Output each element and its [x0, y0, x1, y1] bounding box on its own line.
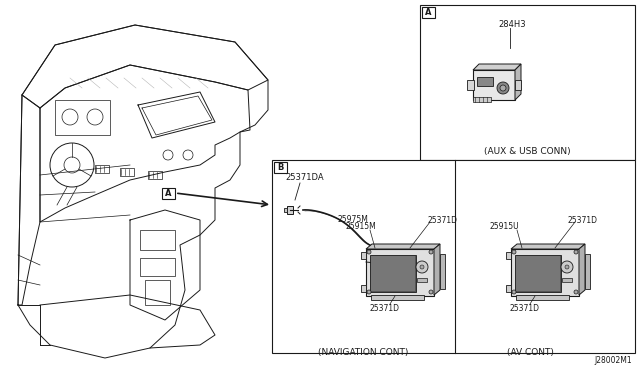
Circle shape [574, 290, 578, 294]
Bar [95, 165, 109, 173]
Circle shape [565, 265, 569, 269]
Circle shape [512, 290, 516, 294]
Bar [287, 206, 293, 214]
Bar [274, 162, 287, 173]
Polygon shape [473, 64, 521, 70]
Text: A: A [165, 189, 172, 198]
Text: 284H3: 284H3 [498, 20, 525, 29]
Bar [515, 255, 561, 292]
Text: (AV CONT): (AV CONT) [507, 348, 554, 357]
Bar [515, 80, 521, 90]
Circle shape [429, 250, 433, 254]
Polygon shape [579, 244, 585, 295]
Text: 25371D: 25371D [510, 304, 540, 313]
Polygon shape [366, 244, 440, 249]
Polygon shape [506, 252, 511, 259]
Bar [477, 77, 493, 86]
Bar [440, 254, 445, 289]
Circle shape [574, 250, 578, 254]
Bar [420, 5, 635, 160]
Text: 25371DA: 25371DA [285, 173, 324, 182]
Bar [585, 254, 590, 289]
Circle shape [500, 85, 506, 91]
Bar [417, 278, 427, 282]
Polygon shape [506, 285, 511, 292]
Bar [371, 256, 415, 291]
Circle shape [561, 261, 573, 273]
Text: (AUX & USB CONN): (AUX & USB CONN) [484, 147, 570, 156]
Bar [370, 255, 416, 292]
Bar [55, 100, 110, 135]
Text: 25371D: 25371D [370, 304, 400, 313]
Bar [473, 97, 491, 102]
Bar [162, 188, 175, 199]
Text: A: A [425, 8, 432, 17]
Text: 25915U: 25915U [490, 222, 520, 231]
Text: (NAVIGATION CONT): (NAVIGATION CONT) [318, 348, 408, 357]
Circle shape [497, 82, 509, 94]
Bar [145, 280, 170, 305]
Circle shape [416, 261, 428, 273]
Circle shape [367, 250, 371, 254]
Bar [516, 256, 560, 291]
Polygon shape [473, 70, 515, 100]
Polygon shape [361, 285, 366, 292]
Bar [511, 249, 579, 296]
Circle shape [367, 290, 371, 294]
Bar [148, 171, 162, 179]
Bar [366, 249, 434, 296]
Bar [140, 230, 175, 250]
Bar [371, 295, 424, 300]
Bar [422, 7, 435, 18]
Text: 25371D: 25371D [428, 216, 458, 225]
Polygon shape [515, 64, 521, 100]
Bar [120, 168, 134, 176]
Bar [140, 258, 175, 276]
Text: 25915M: 25915M [345, 222, 376, 231]
Bar [516, 295, 569, 300]
Text: 25975M: 25975M [338, 215, 369, 224]
Text: 25371D: 25371D [567, 216, 597, 225]
Bar [467, 80, 474, 90]
Text: J28002M1: J28002M1 [595, 356, 632, 365]
Circle shape [512, 250, 516, 254]
Circle shape [420, 265, 424, 269]
Polygon shape [511, 244, 585, 249]
Text: B: B [277, 163, 284, 172]
Bar [272, 160, 635, 353]
Bar [284, 208, 287, 212]
Polygon shape [361, 252, 366, 259]
Polygon shape [434, 244, 440, 295]
Circle shape [429, 290, 433, 294]
Bar [562, 278, 572, 282]
